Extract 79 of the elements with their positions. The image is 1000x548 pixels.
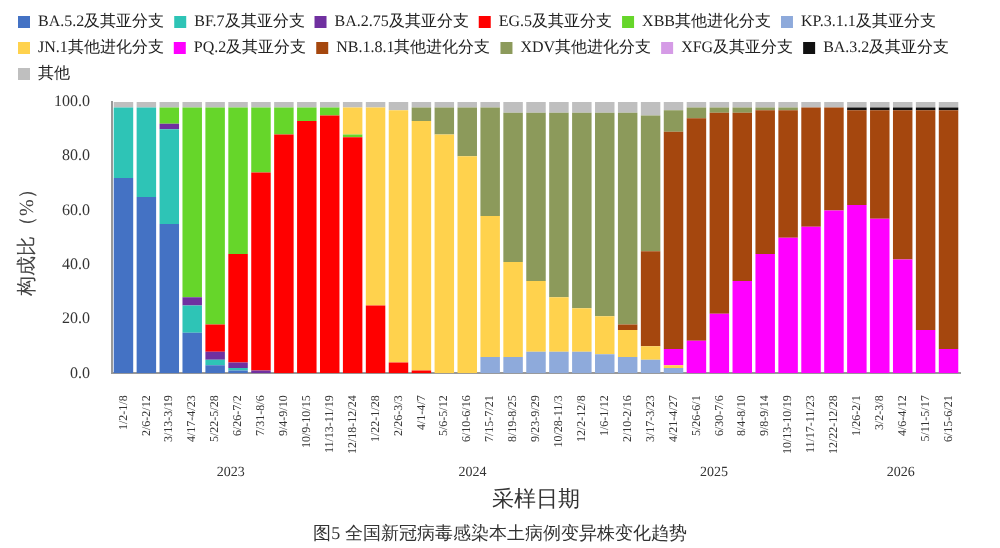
- bar: [182, 305, 202, 333]
- legend-label: BA.2.75及其亚分支: [334, 12, 469, 31]
- bar: [365, 107, 386, 306]
- bar: [640, 115, 661, 252]
- legend-label: JN.1其他进化分支: [38, 38, 164, 57]
- y-tick-label: 40.0: [62, 254, 90, 273]
- bar: [617, 357, 638, 374]
- bar: [686, 118, 707, 341]
- bar: [365, 102, 386, 108]
- legend-label: BA.3.2及其亚分支: [823, 38, 950, 57]
- bar: [228, 362, 248, 368]
- bar: [915, 110, 936, 330]
- bar: [938, 102, 959, 108]
- bar: [640, 346, 661, 360]
- caption: 图5 全国新冠病毒感染本土病例变异株变化趋势: [313, 522, 687, 543]
- legend-label: BF.7及其亚分支: [194, 12, 305, 31]
- y-axis-title: 构成比（%）: [15, 179, 40, 299]
- y-tick-label: 20.0: [62, 309, 90, 328]
- bar: [617, 112, 638, 325]
- bar: [205, 359, 225, 366]
- bar: [663, 102, 684, 111]
- bar: [709, 102, 730, 108]
- bar: [640, 251, 661, 347]
- bar: [709, 112, 730, 314]
- bar: [686, 102, 707, 108]
- legend-label: BA.5.2及其亚分支: [38, 12, 165, 31]
- bar: [686, 107, 707, 119]
- legend-label: 其他: [38, 64, 70, 83]
- bar: [182, 297, 202, 306]
- bar: [434, 102, 455, 108]
- bar: [113, 177, 134, 374]
- y-tick-label: 80.0: [62, 146, 90, 165]
- bar: [915, 329, 936, 374]
- bar: [434, 107, 455, 135]
- bar: [159, 129, 180, 225]
- legend-label: PQ.2及其亚分支: [193, 38, 307, 57]
- bar: [388, 110, 409, 363]
- bar: [136, 102, 157, 108]
- bar: [709, 313, 730, 374]
- legend-label: XFG及其亚分支: [681, 38, 794, 57]
- bar: [342, 102, 363, 108]
- legend-label: EG.5及其亚分支: [498, 12, 613, 31]
- bar: [388, 362, 409, 374]
- bar: [113, 102, 134, 108]
- bar: [938, 348, 959, 374]
- y-tick-label: 0.0: [70, 363, 90, 382]
- legend-label: NB.1.8.1其他进化分支: [336, 38, 491, 57]
- bar: [342, 107, 363, 135]
- bar: [136, 196, 157, 374]
- legend-label: XBB其他进化分支: [642, 12, 771, 31]
- bar: [113, 107, 134, 178]
- bar: [617, 102, 638, 113]
- bar: [411, 102, 432, 108]
- bar: [663, 131, 684, 349]
- bar: [663, 348, 684, 366]
- bar: [640, 102, 661, 116]
- bar: [938, 110, 959, 349]
- legend-label: KP.3.1.1及其亚分支: [800, 12, 936, 31]
- bar: [365, 305, 386, 374]
- bar: [617, 329, 638, 358]
- bar: [617, 324, 638, 330]
- bar: [136, 107, 157, 197]
- bar: [159, 123, 180, 130]
- bar: [640, 359, 661, 374]
- bar: [434, 134, 455, 374]
- bar: [709, 107, 730, 113]
- bar: [686, 340, 707, 374]
- bar: [915, 102, 936, 108]
- bar: [663, 110, 684, 132]
- bar: [663, 367, 684, 374]
- bar: [388, 102, 409, 111]
- bar: [411, 107, 432, 121]
- bar: [342, 137, 363, 374]
- y-tick-label: 100.0: [54, 92, 90, 111]
- legend-label: XDV其他进化分支: [520, 38, 652, 57]
- bar: [411, 120, 432, 371]
- bar: [205, 351, 225, 360]
- y-tick-label: 60.0: [62, 200, 90, 219]
- x-axis-title: 采样日期: [492, 485, 580, 512]
